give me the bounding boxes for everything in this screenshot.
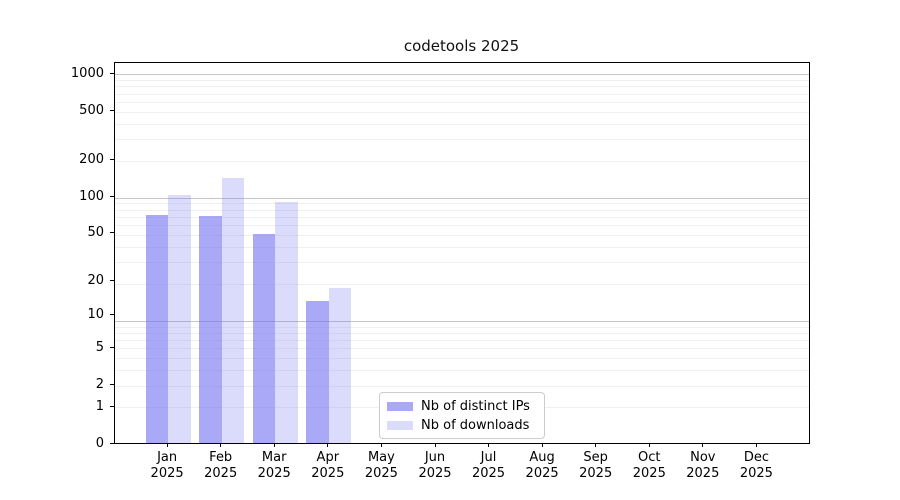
gridline-minor bbox=[114, 326, 809, 328]
gridline-minor bbox=[114, 348, 809, 350]
plot-area bbox=[113, 62, 810, 444]
bar-downloads bbox=[168, 195, 191, 443]
gridline-minor bbox=[114, 80, 809, 81]
y-axis-tick-label: 20 bbox=[87, 272, 104, 288]
x-axis-tick-label: Jul 2025 bbox=[471, 450, 506, 482]
y-axis-tick bbox=[109, 442, 114, 444]
y-axis-tick-label: 1000 bbox=[70, 65, 104, 81]
legend: Nb of distinct IPs Nb of downloads bbox=[379, 392, 545, 439]
x-axis-tick bbox=[434, 443, 436, 448]
x-axis-tick bbox=[273, 443, 275, 448]
y-axis-tick bbox=[109, 109, 114, 111]
gridline-minor bbox=[114, 246, 809, 248]
gridline-minor bbox=[114, 160, 809, 162]
y-axis-tick bbox=[109, 232, 114, 234]
y-axis-tick bbox=[109, 72, 114, 74]
y-axis-tick bbox=[109, 346, 114, 348]
legend-label-downloads: Nb of downloads bbox=[421, 417, 530, 433]
gridline-minor bbox=[114, 216, 809, 218]
y-axis-tick-label: 200 bbox=[79, 151, 104, 167]
x-axis-tick bbox=[541, 443, 543, 448]
x-axis-tick bbox=[648, 443, 650, 448]
x-axis-tick-label: May 2025 bbox=[364, 450, 398, 482]
legend-item-distinct-ips: Nb of distinct IPs bbox=[387, 399, 544, 414]
gridline-minor bbox=[114, 138, 809, 140]
legend-swatch-downloads-icon bbox=[387, 420, 413, 430]
legend-label-distinct-ips: Nb of distinct IPs bbox=[421, 398, 530, 414]
x-axis-tick bbox=[755, 443, 757, 448]
gridline-minor bbox=[114, 358, 809, 360]
y-axis-tick-label: 50 bbox=[87, 225, 104, 241]
bar-downloads bbox=[275, 202, 298, 443]
x-axis-tick-label: Jan 2025 bbox=[150, 450, 184, 482]
bar-downloads bbox=[221, 177, 245, 443]
x-axis-tick-label: Feb 2025 bbox=[204, 450, 238, 482]
gridline-minor bbox=[114, 203, 809, 205]
x-axis-tick bbox=[327, 443, 329, 448]
y-axis-tick bbox=[109, 279, 114, 281]
y-axis-tick bbox=[109, 314, 114, 316]
y-axis-tick bbox=[109, 405, 114, 407]
gridline-minor bbox=[114, 93, 809, 95]
bar-distinct-ips bbox=[252, 234, 276, 443]
chart-title: codetools 2025 bbox=[403, 37, 520, 55]
bar-downloads bbox=[328, 287, 352, 443]
x-axis-tick-label: Dec 2025 bbox=[739, 450, 773, 482]
y-axis-tick-label: 100 bbox=[79, 188, 104, 204]
gridline-major bbox=[114, 321, 809, 322]
x-axis-tick bbox=[380, 443, 382, 448]
gridline-minor bbox=[114, 332, 809, 334]
bar-distinct-ips bbox=[306, 301, 329, 443]
gridline-minor bbox=[114, 123, 809, 125]
x-axis-tick-label: Jun 2025 bbox=[418, 450, 452, 482]
x-axis-tick bbox=[595, 443, 597, 448]
gridline-minor bbox=[114, 340, 809, 342]
y-axis-tick-label: 2 bbox=[95, 377, 104, 392]
y-axis-tick bbox=[109, 195, 114, 197]
gridline-minor bbox=[114, 370, 809, 372]
gridline-major bbox=[114, 197, 809, 199]
x-axis-tick-label: Sep 2025 bbox=[579, 450, 613, 482]
y-axis-tick bbox=[109, 158, 114, 160]
y-axis-tick-label: 5 bbox=[95, 339, 104, 355]
x-axis-tick bbox=[488, 443, 489, 448]
gridline-minor bbox=[114, 283, 809, 285]
x-axis-tick bbox=[166, 443, 168, 448]
y-axis-tick-label: 10 bbox=[87, 307, 104, 323]
x-axis-tick-label: Apr 2025 bbox=[311, 450, 345, 482]
gridline-minor bbox=[114, 385, 809, 387]
legend-swatch-distinct-ips-icon bbox=[387, 401, 413, 411]
gridline-minor bbox=[114, 225, 809, 226]
y-axis-tick-label: 0 bbox=[95, 435, 104, 451]
gridline-major bbox=[114, 74, 809, 76]
gridline-minor bbox=[114, 262, 809, 264]
gridline-minor bbox=[114, 209, 809, 211]
gridline-minor bbox=[114, 101, 809, 103]
y-axis-tick bbox=[109, 384, 114, 385]
x-axis-tick-label: Oct 2025 bbox=[632, 450, 666, 482]
gridline-minor bbox=[114, 111, 809, 113]
y-axis-tick-label: 500 bbox=[79, 102, 104, 118]
gridline-minor bbox=[114, 86, 809, 88]
x-axis-tick bbox=[702, 443, 704, 448]
bar-distinct-ips bbox=[145, 215, 169, 443]
x-axis-tick-label: Nov 2025 bbox=[686, 450, 720, 482]
x-axis-tick-label: Aug 2025 bbox=[525, 450, 559, 482]
bar-distinct-ips bbox=[199, 215, 222, 443]
legend-item-downloads: Nb of downloads bbox=[387, 418, 544, 433]
gridline-minor bbox=[114, 234, 809, 236]
x-axis-tick-label: Mar 2025 bbox=[257, 450, 291, 482]
x-axis-tick bbox=[220, 443, 222, 448]
y-axis-tick-label: 1 bbox=[95, 398, 104, 414]
